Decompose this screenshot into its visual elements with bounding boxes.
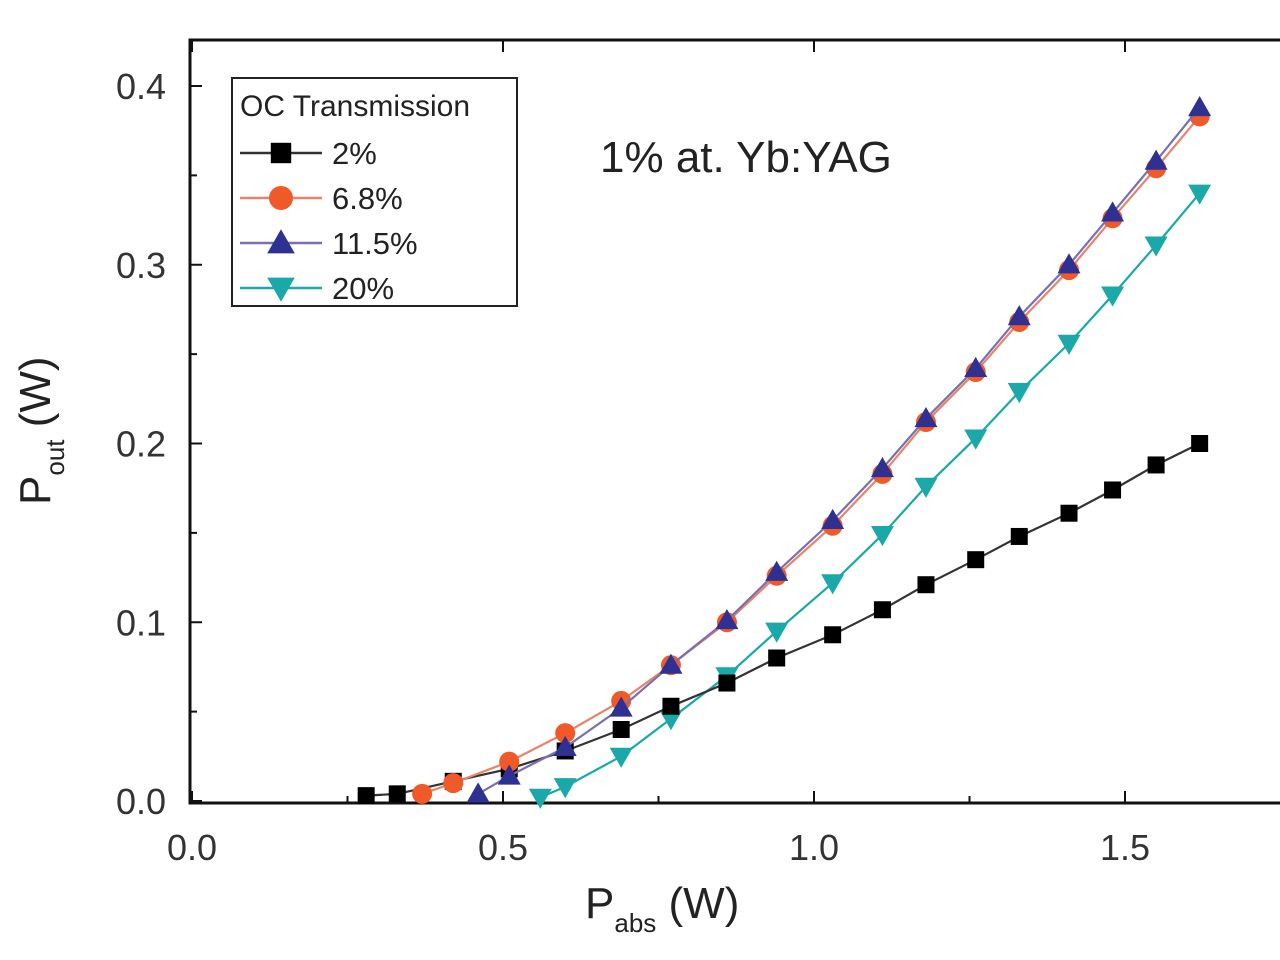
legend-marker <box>270 142 292 164</box>
y-tick-label: 0.0 <box>116 781 166 822</box>
legend: OC Transmission 2% 6.8% 11.5% 20% <box>231 77 518 307</box>
y-tick-label: 0.1 <box>116 602 166 643</box>
data-point <box>821 508 845 529</box>
data-point <box>466 782 490 803</box>
data-point <box>964 429 988 450</box>
legend-label: 20% <box>332 271 394 306</box>
data-point <box>715 608 739 630</box>
data-point <box>659 653 683 674</box>
axis-ticks: 0.0 0.5 1.0 1.5 0.0 0.1 0.2 0.3 0.4 <box>116 40 1150 868</box>
data-point <box>1144 149 1168 170</box>
data-point <box>768 649 786 667</box>
data-point <box>1007 383 1031 404</box>
data-point <box>1007 305 1031 326</box>
x-axis-label: Pabs (W) <box>585 879 739 938</box>
data-point <box>553 778 577 799</box>
legend-marker <box>269 186 293 210</box>
svg-text:Pout (W): Pout (W) <box>11 356 70 505</box>
data-point <box>870 457 894 478</box>
series-line <box>477 106 1201 795</box>
legend-label: 11.5% <box>332 226 418 261</box>
data-point <box>412 783 433 804</box>
data-point <box>609 747 633 768</box>
x-axis-label-main: P <box>585 879 614 928</box>
data-point <box>967 551 985 569</box>
data-point <box>718 674 736 692</box>
data-point <box>1144 236 1168 257</box>
series-1 <box>357 435 1209 805</box>
data-point <box>1060 504 1078 522</box>
x-axis-label-sub: abs <box>614 908 656 938</box>
series-3 <box>466 95 1212 803</box>
legend-item: 6.8% <box>240 181 403 216</box>
y-axis-label-sub: out <box>40 439 70 476</box>
data-point <box>1188 184 1212 205</box>
data-point <box>1191 435 1209 452</box>
series-2 <box>412 106 1210 804</box>
data-point <box>553 735 577 756</box>
legend-item: 20% <box>240 271 394 306</box>
chart-annotation: 1% at. Yb:YAG <box>600 133 892 182</box>
series-line <box>366 442 1201 797</box>
svg-text:Pabs (W): Pabs (W) <box>585 879 739 938</box>
plot-frame <box>188 38 1280 805</box>
data-point <box>824 626 842 644</box>
y-axis-label-unit: (W) <box>11 356 60 439</box>
legend-label: 2% <box>332 136 377 171</box>
y-tick-label: 0.2 <box>116 424 166 465</box>
data-point <box>555 723 576 744</box>
data-point <box>497 764 521 785</box>
plot-border <box>188 38 1280 805</box>
data-point <box>612 721 630 738</box>
data-point <box>873 601 891 619</box>
x-tick-label: 0.5 <box>478 827 528 868</box>
data-point <box>609 696 633 717</box>
data-point <box>443 773 464 794</box>
data-point <box>917 576 935 594</box>
y-tick-label: 0.4 <box>116 66 166 107</box>
x-tick-label: 0.0 <box>167 827 217 868</box>
data-point <box>870 526 894 547</box>
data-point <box>914 477 938 498</box>
x-tick-label: 1.0 <box>789 827 839 868</box>
legend-label: 6.8% <box>332 181 403 216</box>
data-point <box>1057 253 1081 274</box>
series-layer <box>357 95 1212 809</box>
y-axis-label-main: P <box>11 476 60 505</box>
data-point <box>1057 334 1081 355</box>
y-axis-label: Pout (W) <box>11 356 70 505</box>
data-point <box>357 787 375 805</box>
y-tick-label: 0.3 <box>116 245 166 286</box>
legend-marker <box>267 229 295 254</box>
data-point <box>499 751 520 772</box>
data-point <box>662 697 680 715</box>
data-point <box>1104 481 1122 499</box>
data-point <box>1101 286 1125 307</box>
data-point <box>765 560 789 581</box>
data-point <box>1010 527 1028 545</box>
data-point <box>964 356 988 378</box>
legend-item: 2% <box>240 136 377 171</box>
x-tick-label: 1.5 <box>1100 827 1150 868</box>
legend-item: 11.5% <box>240 226 418 261</box>
data-point <box>1188 95 1212 117</box>
data-point <box>765 622 789 643</box>
data-point <box>1101 201 1125 222</box>
data-point <box>914 406 938 428</box>
data-point <box>388 785 406 803</box>
x-axis-label-unit: (W) <box>656 879 739 928</box>
data-point <box>1147 456 1165 474</box>
legend-title: OC Transmission <box>240 90 470 123</box>
data-point <box>528 788 552 809</box>
data-point <box>659 710 683 731</box>
legend-marker <box>267 277 295 302</box>
series-4 <box>528 184 1212 809</box>
series-line <box>421 115 1201 795</box>
data-point <box>821 574 845 595</box>
